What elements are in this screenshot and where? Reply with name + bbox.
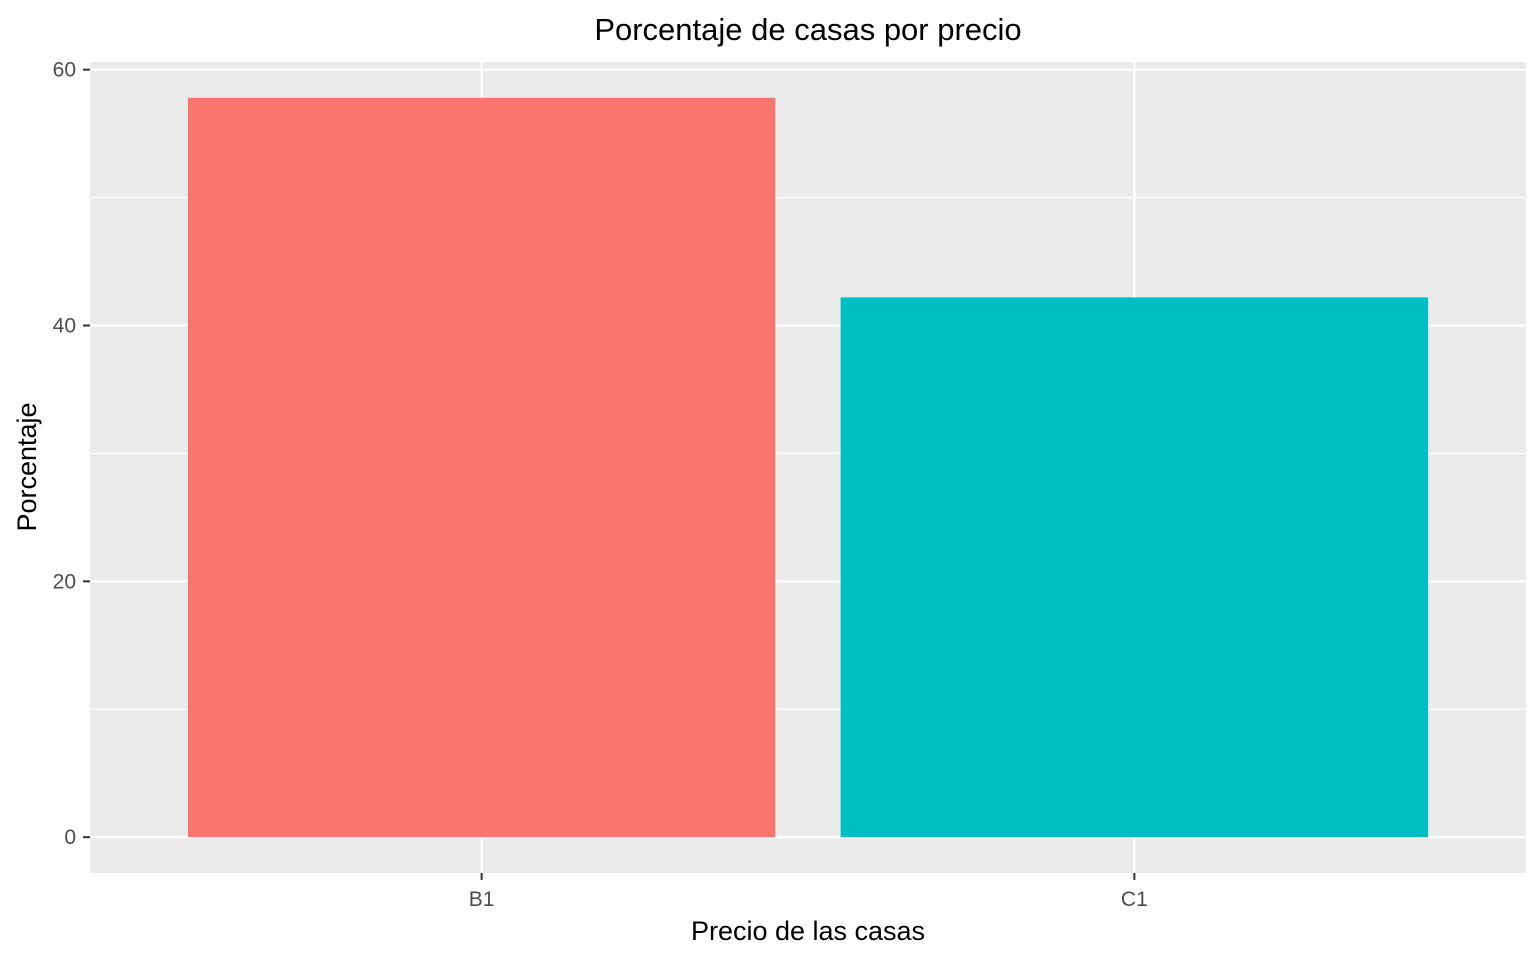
- x-tick-label: B1: [469, 888, 495, 911]
- y-tick-label: 0: [64, 826, 76, 849]
- y-tick-label: 60: [53, 59, 76, 82]
- y-tick-label: 40: [53, 315, 76, 338]
- chart-title: Porcentaje de casas por precio: [594, 12, 1021, 47]
- bar-c1: [840, 297, 1429, 838]
- x-axis-title: Precio de las casas: [691, 916, 925, 946]
- x-axis: B1 C1: [469, 873, 1148, 911]
- bars: [187, 97, 1429, 838]
- x-tick-label: C1: [1121, 888, 1148, 911]
- y-axis: 0 20 40 60: [53, 59, 90, 849]
- y-axis-title: Porcentaje: [12, 402, 42, 531]
- bar-b1: [187, 97, 776, 838]
- y-tick-label: 20: [53, 570, 76, 593]
